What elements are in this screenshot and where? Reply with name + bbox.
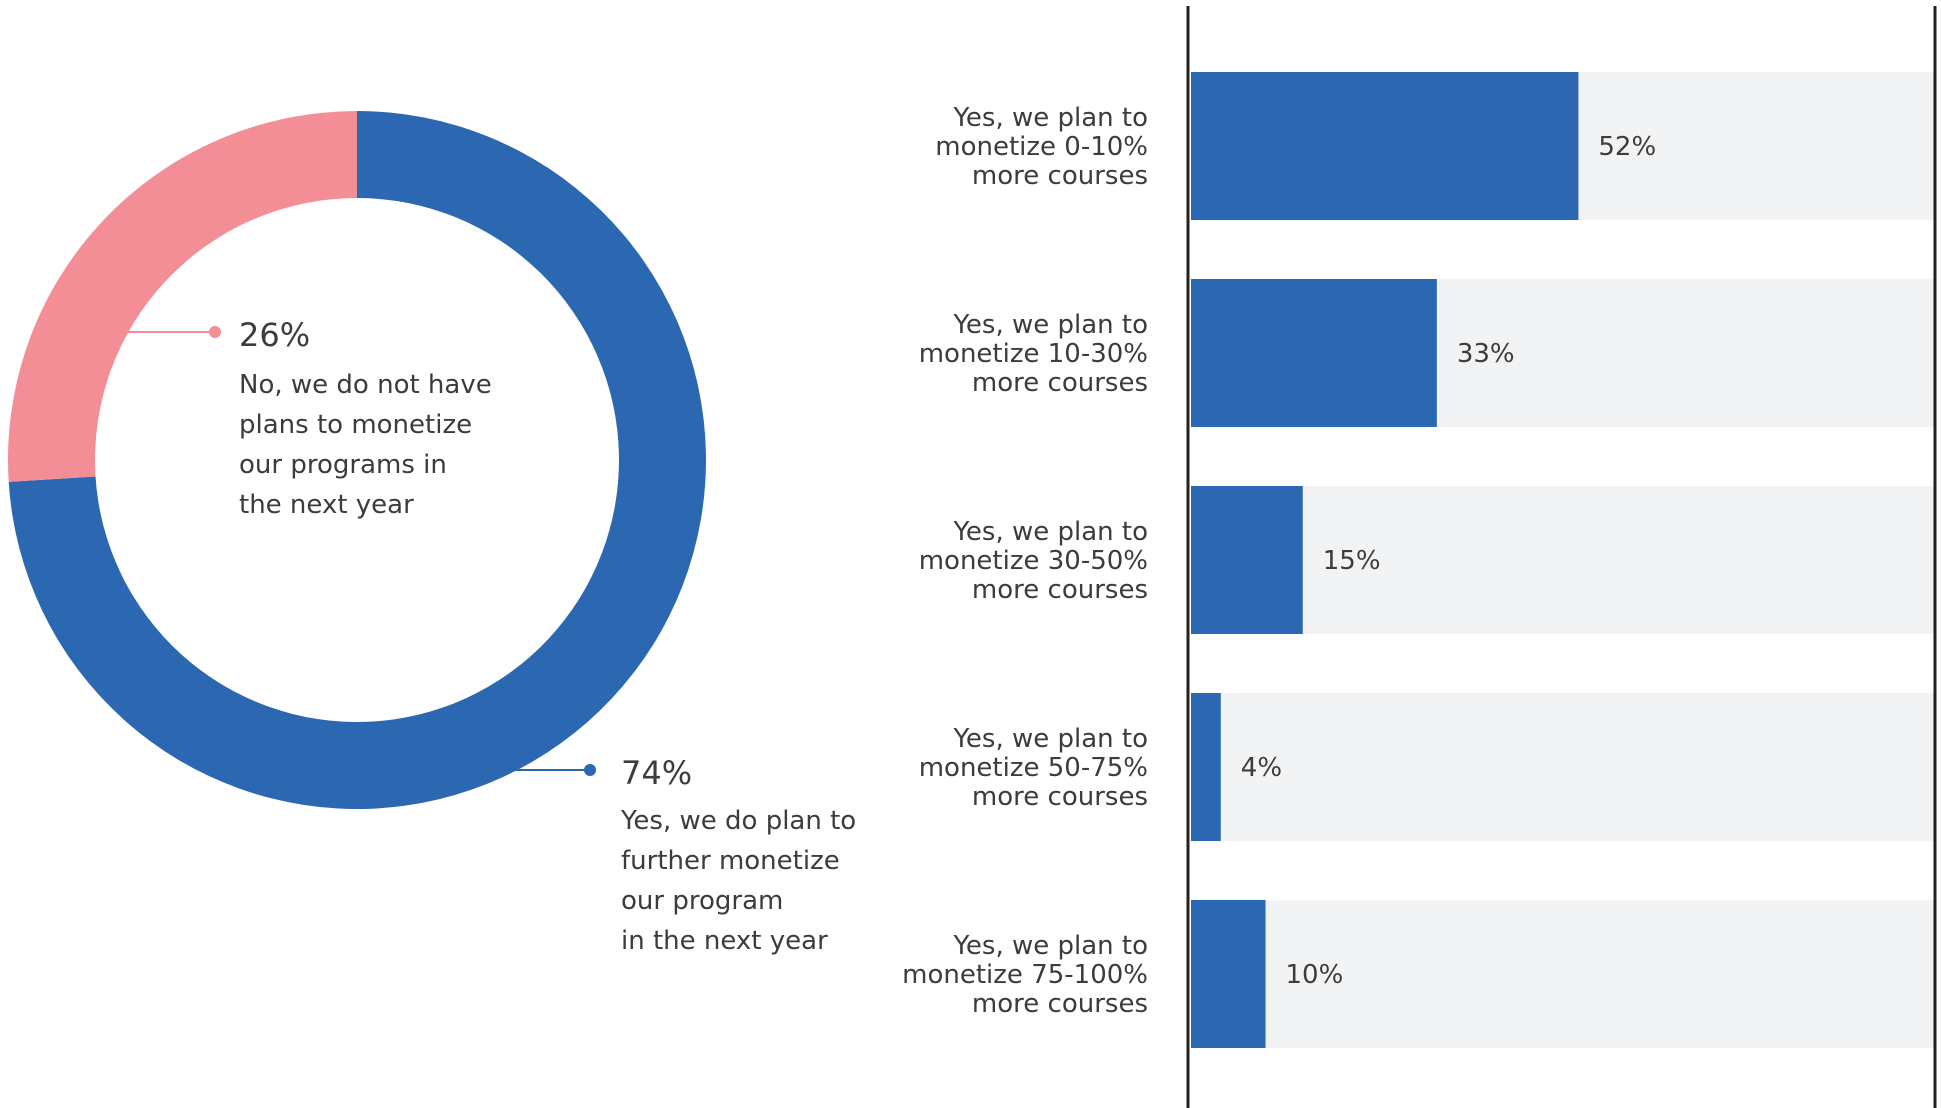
bar-2: [1191, 486, 1303, 634]
bar-category-label-4-0: Yes, we plan to: [952, 931, 1148, 961]
bar-value-label-0: 52%: [1598, 132, 1656, 162]
bar-category-label-3-0: Yes, we plan to: [952, 724, 1148, 754]
donut-slice-1: [7, 111, 357, 482]
bar-track-3: [1191, 693, 1936, 841]
donut-slice-label-1: 26%: [239, 316, 310, 354]
bar-category-label-1-2: more courses: [972, 368, 1148, 398]
bar-3: [1191, 693, 1221, 841]
bar-track-2: [1191, 486, 1936, 634]
donut-slice-desc-0-3: in the next year: [621, 926, 828, 956]
bar-category-label-3-2: more courses: [972, 782, 1148, 812]
bar-category-label-0-0: Yes, we plan to: [952, 103, 1148, 133]
bar-value-label-4: 10%: [1286, 960, 1344, 990]
bar-value-label-1: 33%: [1457, 339, 1515, 369]
bar-category-label-2-2: more courses: [972, 575, 1148, 605]
donut-slice-desc-1-0: No, we do not have: [239, 370, 492, 400]
donut-leader-dot-0: [584, 764, 596, 776]
donut-chart: 74% Yes, we do plan to further monetize our…: [7, 111, 856, 956]
bar-category-label-4-1: monetize 75-100%: [902, 960, 1148, 990]
bar-category-label-1-1: monetize 10-30%: [919, 339, 1148, 369]
bar-0: [1191, 72, 1579, 220]
bar-category-label-0-2: more courses: [972, 161, 1148, 191]
bar-4: [1191, 900, 1266, 1048]
bar-category-label-4-2: more courses: [972, 989, 1148, 1019]
bar-category-label-2-1: monetize 30-50%: [919, 546, 1148, 576]
donut-slice-desc-0-1: further monetize: [621, 846, 840, 876]
donut-leader-dot-1: [209, 326, 221, 338]
bar-track-4: [1191, 900, 1936, 1048]
bar-category-label-3-1: monetize 50-75%: [919, 753, 1148, 783]
donut-slice-desc-1-1: plans to monetize: [239, 410, 472, 440]
donut-slice-label-0: 74%: [621, 754, 692, 792]
donut-slice-desc-0-0: Yes, we do plan to: [620, 806, 856, 836]
donut-slice-desc-1-3: the next year: [239, 490, 414, 520]
bar-value-label-3: 4%: [1241, 753, 1282, 783]
donut-slice-desc-0-2: our program: [621, 886, 783, 916]
bar-category-label-2-0: Yes, we plan to: [952, 517, 1148, 547]
bar-category-label-0-1: monetize 0-10%: [935, 132, 1148, 162]
bar-value-label-2: 15%: [1323, 546, 1381, 576]
bar-1: [1191, 279, 1437, 427]
donut-slice-desc-1-2: our programs in: [239, 450, 447, 480]
bar-category-label-1-0: Yes, we plan to: [952, 310, 1148, 340]
